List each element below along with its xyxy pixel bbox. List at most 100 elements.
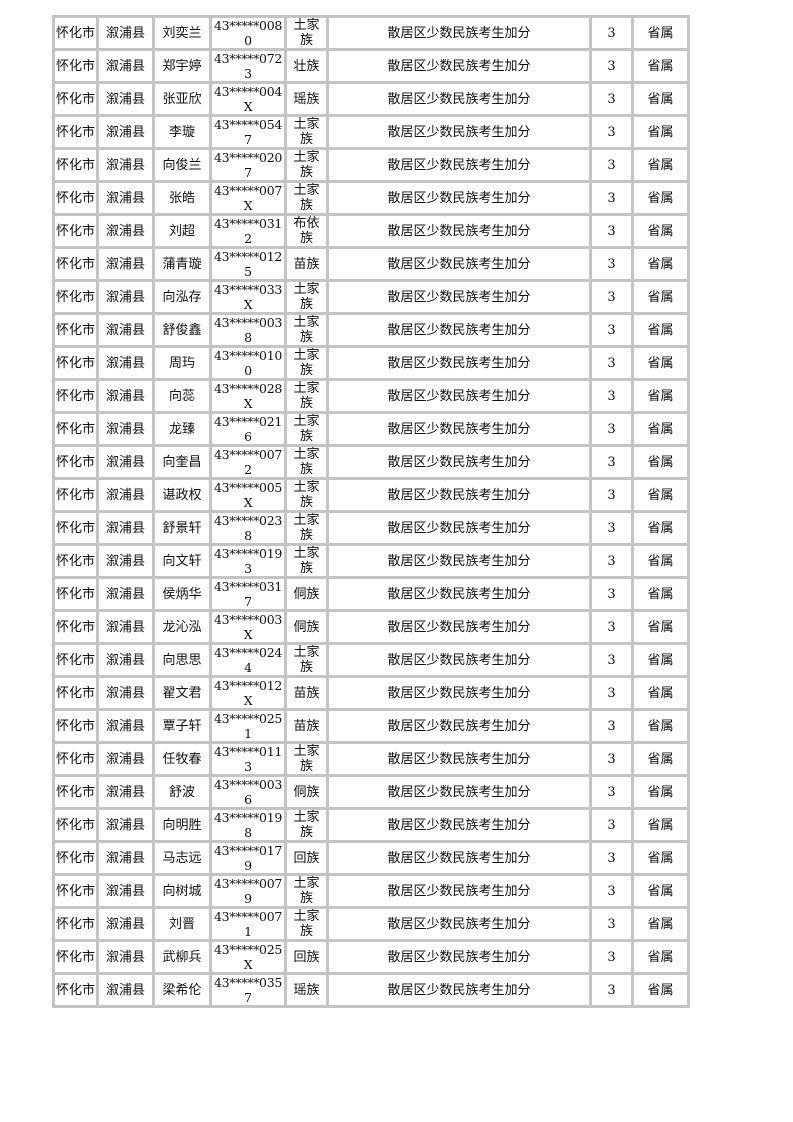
level-cell: 省属 (631, 873, 690, 909)
ethnicity-cell: 布依族 (284, 213, 329, 249)
name-cell: 向蕊 (152, 378, 212, 414)
city-cell: 怀化市 (52, 906, 99, 942)
level-cell: 省属 (631, 114, 690, 150)
table-row: 怀化市 溆浦县 侯炳华 43*****0317 侗族 散居区少数民族考生加分 3 省属 (52, 576, 690, 612)
city-cell: 怀化市 (52, 576, 99, 612)
table-row: 怀化市 溆浦县 蒲青璇 43*****0125 苗族 散居区少数民族考生加分 3 省属 (52, 246, 690, 282)
bonus-type-cell: 散居区少数民族考生加分 (326, 15, 592, 51)
ethnicity-cell: 土家族 (284, 642, 329, 678)
id-cell: 43*****0072 (209, 444, 287, 480)
level-cell: 省属 (631, 444, 690, 480)
county-cell: 溆浦县 (96, 114, 155, 150)
name-cell: 武柳兵 (152, 939, 212, 975)
bonus-type-cell: 散居区少数民族考生加分 (326, 180, 592, 216)
name-cell: 梁希伦 (152, 972, 212, 1008)
level-cell: 省属 (631, 906, 690, 942)
county-cell: 溆浦县 (96, 708, 155, 744)
county-cell: 溆浦县 (96, 444, 155, 480)
name-cell: 向泓存 (152, 279, 212, 315)
id-cell: 43*****0113 (209, 741, 287, 777)
bonus-type-cell: 散居区少数民族考生加分 (326, 246, 592, 282)
ethnicity-cell: 瑶族 (284, 972, 329, 1008)
points-cell: 3 (589, 774, 634, 810)
county-cell: 溆浦县 (96, 378, 155, 414)
bonus-type-cell: 散居区少数民族考生加分 (326, 279, 592, 315)
bonus-type-cell: 散居区少数民族考生加分 (326, 411, 592, 447)
county-cell: 溆浦县 (96, 213, 155, 249)
name-cell: 蒲青璇 (152, 246, 212, 282)
ethnicity-cell: 苗族 (284, 708, 329, 744)
ethnicity-cell: 侗族 (284, 576, 329, 612)
city-cell: 怀化市 (52, 708, 99, 744)
points-cell: 3 (589, 576, 634, 612)
table-row: 怀化市 溆浦县 刘晋 43*****0071 土家族 散居区少数民族考生加分 3 省属 (52, 906, 690, 942)
name-cell: 刘奕兰 (152, 15, 212, 51)
ethnicity-cell: 回族 (284, 840, 329, 876)
id-cell: 43*****0244 (209, 642, 287, 678)
points-cell: 3 (589, 906, 634, 942)
bonus-type-cell: 散居区少数民族考生加分 (326, 147, 592, 183)
level-cell: 省属 (631, 213, 690, 249)
city-cell: 怀化市 (52, 510, 99, 546)
table-row: 怀化市 溆浦县 梁希伦 43*****0357 瑶族 散居区少数民族考生加分 3 省属 (52, 972, 690, 1008)
name-cell: 侯炳华 (152, 576, 212, 612)
city-cell: 怀化市 (52, 873, 99, 909)
table-row: 怀化市 溆浦县 向蕊 43*****028X 土家族 散居区少数民族考生加分 3 省属 (52, 378, 690, 414)
county-cell: 溆浦县 (96, 741, 155, 777)
table-row: 怀化市 溆浦县 龙沁泓 43*****003X 侗族 散居区少数民族考生加分 3 省属 (52, 609, 690, 645)
level-cell: 省属 (631, 279, 690, 315)
name-cell: 翟文君 (152, 675, 212, 711)
table-row: 怀化市 溆浦县 刘超 43*****0312 布依族 散居区少数民族考生加分 3 省属 (52, 213, 690, 249)
name-cell: 龙沁泓 (152, 609, 212, 645)
city-cell: 怀化市 (52, 411, 99, 447)
bonus-type-cell: 散居区少数民族考生加分 (326, 774, 592, 810)
level-cell: 省属 (631, 675, 690, 711)
city-cell: 怀化市 (52, 312, 99, 348)
level-cell: 省属 (631, 180, 690, 216)
ethnicity-cell: 土家族 (284, 741, 329, 777)
city-cell: 怀化市 (52, 972, 99, 1008)
table-row: 怀化市 溆浦县 龙臻 43*****0216 土家族 散居区少数民族考生加分 3 省属 (52, 411, 690, 447)
level-cell: 省属 (631, 708, 690, 744)
id-cell: 43*****0251 (209, 708, 287, 744)
ethnicity-cell: 土家族 (284, 147, 329, 183)
name-cell: 舒波 (152, 774, 212, 810)
name-cell: 舒俊鑫 (152, 312, 212, 348)
name-cell: 向奎昌 (152, 444, 212, 480)
county-cell: 溆浦县 (96, 675, 155, 711)
county-cell: 溆浦县 (96, 642, 155, 678)
points-cell: 3 (589, 477, 634, 513)
ethnicity-cell: 土家族 (284, 279, 329, 315)
points-cell: 3 (589, 840, 634, 876)
id-cell: 43*****0071 (209, 906, 287, 942)
id-cell: 43*****0207 (209, 147, 287, 183)
bonus-type-cell: 散居区少数民族考生加分 (326, 576, 592, 612)
level-cell: 省属 (631, 609, 690, 645)
id-cell: 43*****005X (209, 477, 287, 513)
id-cell: 43*****0312 (209, 213, 287, 249)
table-row: 怀化市 溆浦县 周玙 43*****0100 土家族 散居区少数民族考生加分 3 省属 (52, 345, 690, 381)
id-cell: 43*****0547 (209, 114, 287, 150)
name-cell: 舒景轩 (152, 510, 212, 546)
id-cell: 43*****0357 (209, 972, 287, 1008)
table-row: 怀化市 溆浦县 向明胜 43*****0198 土家族 散居区少数民族考生加分 3 省属 (52, 807, 690, 843)
table-row: 怀化市 溆浦县 向奎昌 43*****0072 土家族 散居区少数民族考生加分 3 省属 (52, 444, 690, 480)
ethnicity-cell: 土家族 (284, 15, 329, 51)
bonus-type-cell: 散居区少数民族考生加分 (326, 378, 592, 414)
level-cell: 省属 (631, 81, 690, 117)
table-row: 怀化市 溆浦县 舒波 43*****0036 侗族 散居区少数民族考生加分 3 省属 (52, 774, 690, 810)
table-row: 怀化市 溆浦县 向树城 43*****0079 土家族 散居区少数民族考生加分 3 省属 (52, 873, 690, 909)
county-cell: 溆浦县 (96, 840, 155, 876)
city-cell: 怀化市 (52, 939, 99, 975)
city-cell: 怀化市 (52, 345, 99, 381)
level-cell: 省属 (631, 642, 690, 678)
name-cell: 周玙 (152, 345, 212, 381)
points-cell: 3 (589, 873, 634, 909)
points-cell: 3 (589, 543, 634, 579)
points-cell: 3 (589, 180, 634, 216)
level-cell: 省属 (631, 510, 690, 546)
points-cell: 3 (589, 48, 634, 84)
ethnicity-cell: 土家族 (284, 114, 329, 150)
level-cell: 省属 (631, 147, 690, 183)
table-row: 怀化市 溆浦县 刘奕兰 43*****0080 土家族 散居区少数民族考生加分 3 省属 (52, 15, 690, 51)
